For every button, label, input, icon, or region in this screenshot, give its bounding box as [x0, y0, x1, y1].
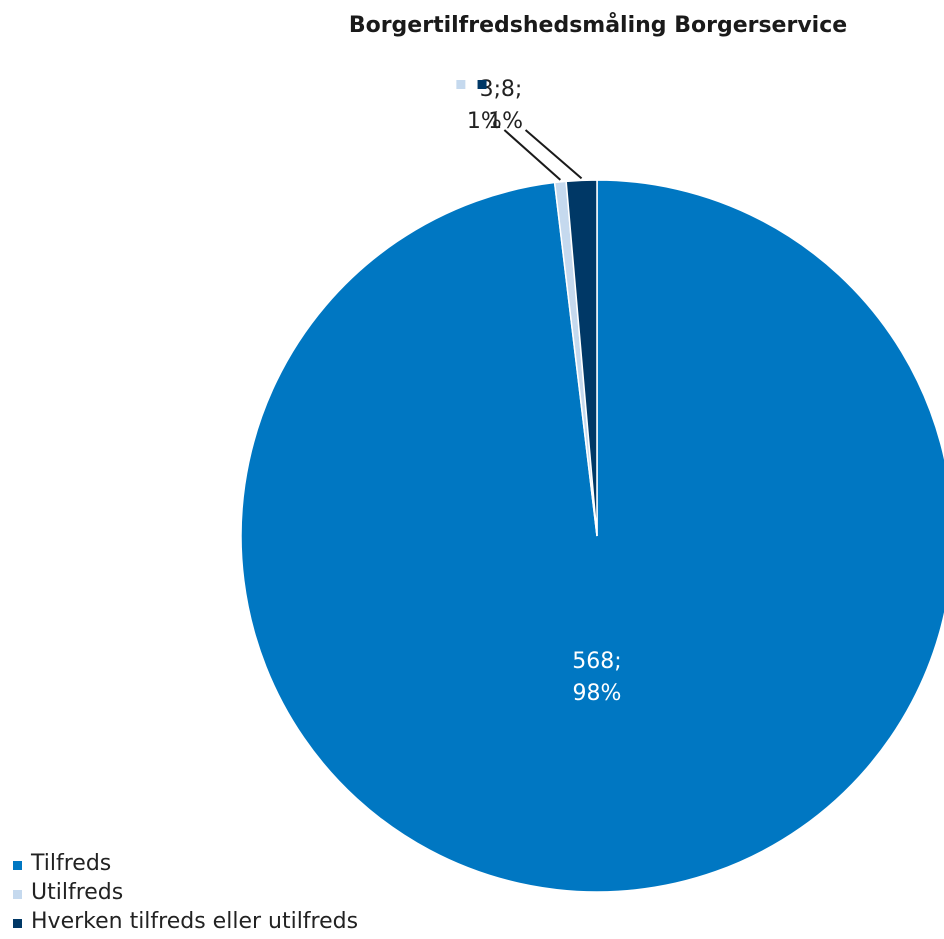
chart-title: Borgertilfredshedsmåling Borgerservice: [349, 12, 847, 38]
leader-lines: [503, 129, 583, 181]
data-label-value-tilfreds: 568;: [572, 649, 621, 674]
pie-slice-hverken-tilfreds-eller-utilfreds: [565, 179, 598, 537]
data-label-value-hverken-tilfreds-eller-utilfreds: 8;: [501, 77, 522, 102]
data-label-swatch-hverken-tilfreds-eller-utilfreds: [477, 80, 487, 89]
data-label-percent-utilfreds: 1%: [467, 109, 502, 134]
data-label-percent-tilfreds: 98%: [573, 681, 622, 706]
leader-line-hverken-tilfreds-eller-utilfreds: [524, 129, 583, 180]
data-labels: 568;98%3;1%8;1%: [456, 77, 622, 706]
data-label-swatch-utilfreds: [456, 80, 466, 89]
legend-swatch-utilfreds: [13, 890, 22, 899]
leader-line-utilfreds: [503, 129, 562, 181]
legend-label-hverken-tilfreds-eller-utilfreds: Hverken tilfreds eller utilfreds: [31, 909, 358, 934]
legend-label-tilfreds: Tilfreds: [30, 851, 111, 876]
pie-slice-tilfreds: [240, 179, 944, 893]
legend-label-utilfreds: Utilfreds: [31, 880, 123, 905]
data-label-percent-hverken-tilfreds-eller-utilfreds: 1%: [488, 109, 523, 134]
legend-swatch-hverken-tilfreds-eller-utilfreds: [13, 919, 22, 928]
legend-swatch-tilfreds: [13, 861, 22, 870]
pie-slices: [240, 179, 944, 893]
legend: Tilfreds Utilfreds Hverken tilfreds eller …: [13, 851, 358, 934]
